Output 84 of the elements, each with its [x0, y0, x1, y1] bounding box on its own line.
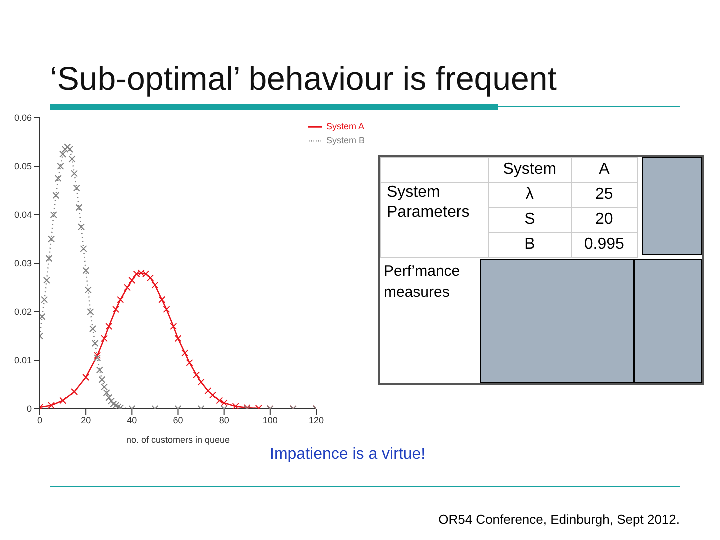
text: B [488, 232, 572, 258]
point [41, 296, 48, 304]
point [152, 282, 159, 289]
y-tick-label: 0.06 [14, 113, 32, 124]
point [40, 313, 46, 320]
point [54, 175, 62, 182]
chart-title: ‘Sub-optimal’ behaviour is frequent [50, 60, 557, 98]
legend-label: System B [326, 135, 365, 146]
point [46, 255, 53, 262]
point [50, 212, 58, 218]
point [98, 376, 106, 384]
point [170, 323, 178, 330]
point [48, 236, 56, 243]
x-tick-label: 60 [173, 415, 184, 426]
text: System [488, 158, 572, 182]
point [198, 378, 205, 386]
point [232, 403, 240, 409]
point [101, 335, 108, 342]
point [106, 323, 113, 330]
x-tick-label: 20 [81, 415, 92, 426]
point [94, 352, 102, 360]
text: OR54 Conference, Edinburgh, Sept 2012. [438, 512, 680, 527]
x-tick-label: 40 [127, 415, 138, 426]
point [158, 296, 166, 304]
point [60, 150, 67, 158]
point [71, 170, 78, 178]
y-tick-label: 0.04 [14, 210, 32, 220]
x-tick-label: 100 [262, 415, 278, 426]
point [193, 372, 200, 379]
point [182, 350, 189, 357]
y-tick-label: 0 [26, 404, 32, 414]
text: Perf’mance measures [384, 262, 462, 303]
point [124, 284, 132, 292]
point [186, 359, 194, 366]
point [84, 286, 92, 294]
point [117, 296, 124, 304]
text: λ [488, 182, 572, 208]
point [112, 306, 120, 314]
text: S [488, 208, 572, 232]
point [174, 335, 182, 342]
point [128, 276, 136, 284]
text: 25 [571, 182, 638, 208]
point [94, 354, 102, 362]
legend-label: System A [326, 121, 364, 132]
text: Impatience is a virtue! [270, 446, 426, 464]
point [163, 306, 170, 314]
point [78, 224, 85, 231]
point [89, 325, 96, 332]
x-tick-label: 0 [37, 415, 43, 426]
point [87, 308, 94, 316]
y-tick-label: 0.05 [14, 162, 32, 172]
point [92, 340, 99, 348]
point [68, 156, 76, 163]
point [76, 204, 83, 212]
point [64, 144, 72, 151]
point [96, 366, 104, 374]
text: 20 [571, 208, 638, 232]
text: System Parameters [380, 182, 488, 258]
y-tick-label: 0.01 [14, 356, 32, 366]
point [60, 397, 67, 404]
point [108, 398, 115, 405]
x-tick-label: 80 [219, 415, 230, 426]
point [82, 374, 90, 381]
point [80, 245, 88, 252]
point [204, 388, 212, 395]
point [101, 384, 108, 391]
y-tick-label: 0.02 [14, 307, 32, 318]
point [57, 163, 64, 170]
point [110, 400, 118, 408]
text: A [571, 158, 638, 182]
text: 0.995 [571, 232, 638, 258]
point [147, 274, 154, 282]
point [103, 389, 110, 396]
y-tick-label: 0.03 [14, 258, 32, 269]
x-tick-label: 120 [308, 415, 324, 426]
x-axis-title: no. of customers in queue [126, 435, 230, 445]
point [209, 392, 216, 399]
point [52, 192, 60, 200]
point [71, 388, 78, 396]
point [43, 276, 50, 284]
point [82, 267, 90, 274]
point [106, 394, 113, 402]
point [48, 402, 56, 409]
point [73, 184, 80, 192]
